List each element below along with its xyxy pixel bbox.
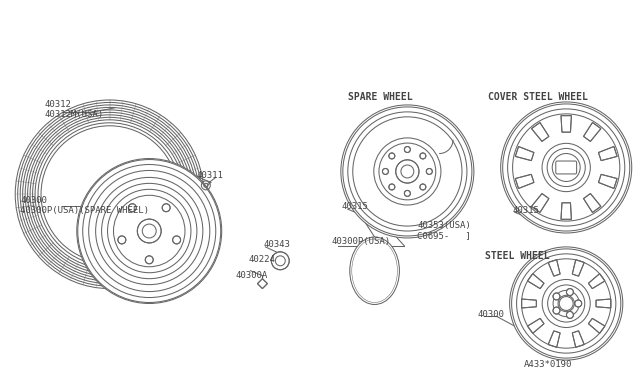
Circle shape bbox=[389, 184, 395, 190]
Text: 40300P(USA): 40300P(USA) bbox=[332, 237, 391, 246]
FancyBboxPatch shape bbox=[556, 161, 577, 174]
Ellipse shape bbox=[350, 237, 399, 305]
Circle shape bbox=[509, 247, 623, 360]
Polygon shape bbox=[588, 318, 605, 333]
Circle shape bbox=[404, 147, 410, 153]
Text: 40343: 40343 bbox=[264, 240, 291, 249]
Polygon shape bbox=[588, 274, 605, 289]
Circle shape bbox=[173, 236, 180, 244]
Text: 40300A: 40300A bbox=[236, 271, 268, 280]
Circle shape bbox=[404, 190, 410, 196]
Text: C0695-   ]: C0695- ] bbox=[417, 231, 471, 240]
Polygon shape bbox=[596, 299, 611, 308]
Polygon shape bbox=[598, 147, 617, 161]
Text: COVER STEEL WHEEL: COVER STEEL WHEEL bbox=[488, 92, 588, 102]
Text: 40315: 40315 bbox=[513, 206, 540, 215]
Polygon shape bbox=[515, 174, 534, 189]
Text: 40224: 40224 bbox=[248, 255, 275, 264]
Polygon shape bbox=[561, 203, 572, 219]
Text: 40300P(USA)(SPARE WHEEL): 40300P(USA)(SPARE WHEEL) bbox=[20, 206, 149, 215]
Polygon shape bbox=[598, 174, 617, 189]
Polygon shape bbox=[584, 193, 601, 212]
Text: A433*0190: A433*0190 bbox=[524, 360, 572, 369]
Text: 40311: 40311 bbox=[197, 171, 224, 180]
Polygon shape bbox=[527, 318, 544, 333]
Text: STEEL WHEEL: STEEL WHEEL bbox=[485, 251, 549, 261]
Polygon shape bbox=[548, 260, 560, 276]
Circle shape bbox=[138, 219, 161, 243]
Polygon shape bbox=[548, 331, 560, 347]
Circle shape bbox=[420, 153, 426, 159]
Polygon shape bbox=[584, 122, 601, 141]
Circle shape bbox=[426, 169, 432, 174]
Circle shape bbox=[389, 153, 395, 159]
Circle shape bbox=[553, 307, 560, 314]
Polygon shape bbox=[257, 279, 268, 289]
Polygon shape bbox=[532, 193, 549, 212]
Polygon shape bbox=[515, 147, 534, 161]
Text: 40300: 40300 bbox=[478, 311, 505, 320]
Polygon shape bbox=[561, 116, 572, 132]
Text: 40312: 40312 bbox=[44, 100, 71, 109]
Circle shape bbox=[77, 158, 221, 304]
Polygon shape bbox=[572, 260, 584, 276]
Polygon shape bbox=[572, 331, 584, 347]
Circle shape bbox=[566, 311, 573, 318]
Text: 40312M(USA): 40312M(USA) bbox=[44, 110, 103, 119]
Text: 40300: 40300 bbox=[20, 196, 47, 205]
Circle shape bbox=[145, 256, 153, 264]
Circle shape bbox=[341, 105, 474, 238]
Circle shape bbox=[396, 160, 419, 183]
Circle shape bbox=[118, 236, 126, 244]
Circle shape bbox=[575, 300, 582, 307]
Polygon shape bbox=[527, 274, 544, 289]
Circle shape bbox=[500, 102, 632, 233]
Text: 40315: 40315 bbox=[342, 202, 369, 211]
Polygon shape bbox=[532, 122, 549, 141]
Circle shape bbox=[553, 293, 560, 300]
Circle shape bbox=[383, 169, 388, 174]
Text: SPARE WHEEL: SPARE WHEEL bbox=[348, 92, 412, 102]
Circle shape bbox=[420, 184, 426, 190]
Circle shape bbox=[162, 204, 170, 212]
Circle shape bbox=[566, 289, 573, 295]
Circle shape bbox=[271, 252, 289, 270]
Text: 40353(USA): 40353(USA) bbox=[417, 221, 471, 230]
Circle shape bbox=[129, 204, 136, 212]
Polygon shape bbox=[522, 299, 536, 308]
